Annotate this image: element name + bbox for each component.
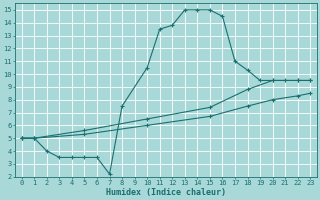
X-axis label: Humidex (Indice chaleur): Humidex (Indice chaleur) (106, 188, 226, 197)
